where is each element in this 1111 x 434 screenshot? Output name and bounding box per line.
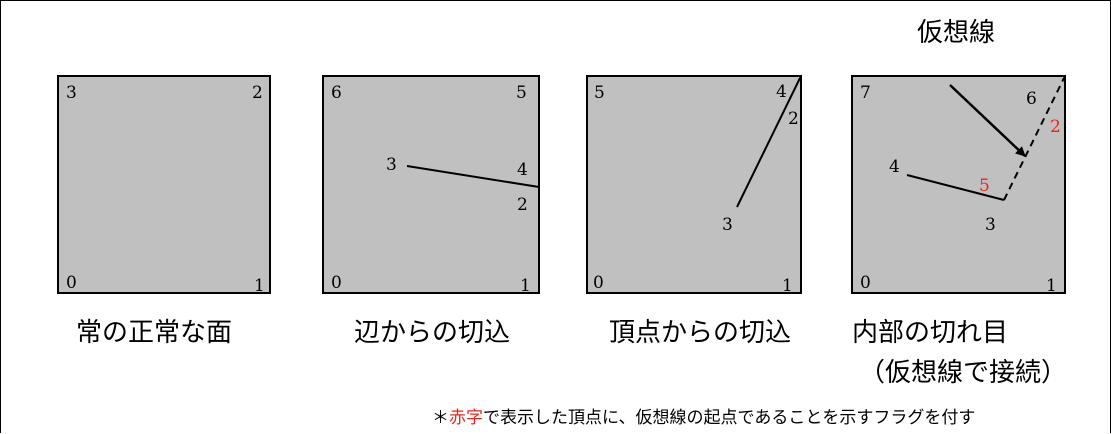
footnote-text: で表示した頂点に、仮想線の起点であることを示すフラグを付す: [483, 408, 976, 428]
vertex-label-tl: 3: [66, 83, 77, 103]
panel-caption: 常の正常な面: [76, 318, 233, 348]
face-square: [586, 75, 802, 294]
vertex-label-br: 1: [1046, 276, 1057, 296]
flagged-vertex-label: 2: [1050, 117, 1061, 137]
panel-internal-cut: 7 6 0 1 4 3 5 2: [851, 75, 1066, 296]
cut-line: [406, 165, 540, 188]
vertex-label-tl: 6: [331, 83, 342, 103]
panel-vertex-cut: 5 4 0 1 2 3: [586, 75, 802, 296]
vertex-label-tl: 5: [594, 83, 605, 103]
panel-normal-face: 3 2 0 1: [57, 75, 271, 296]
vertex-label-br: 1: [520, 276, 531, 296]
panel-edge-cut: 6 5 0 1 3 4 2: [322, 75, 540, 296]
cut-vertex-label: 4: [517, 160, 528, 180]
panel-caption: 頂点からの切込: [609, 318, 792, 348]
cut-vertex-label: 3: [722, 215, 733, 235]
cut-line: [736, 75, 802, 208]
cut-vertex-label: 3: [985, 215, 996, 235]
vertex-label-tr: 4: [776, 82, 787, 102]
flagged-vertex-label: 5: [979, 176, 990, 196]
vertex-label-bl: 0: [593, 273, 604, 293]
vertex-label-tr: 2: [252, 83, 263, 103]
panel-caption-sub: （仮想線で接続）: [859, 358, 1068, 388]
panel-caption: 内部の切れ目: [852, 318, 1009, 348]
callout-arrow: [949, 84, 1026, 157]
footnote-highlight: 赤字: [449, 408, 483, 428]
face-square: [57, 75, 271, 294]
vertex-label-tl: 7: [860, 83, 871, 103]
cut-vertex-label: 4: [889, 157, 900, 177]
footnote: ＊赤字で表示した頂点に、仮想線の起点であることを示すフラグを付す: [432, 403, 975, 428]
vertex-label-tr: 5: [516, 83, 527, 103]
callout-label: 仮想線: [917, 18, 996, 48]
face-square: [851, 75, 1066, 294]
vertex-label-br: 1: [254, 276, 265, 296]
vertex-label-tr: 6: [1026, 89, 1037, 109]
cut-vertex-label: 2: [517, 195, 528, 215]
vertex-label-bl: 0: [860, 273, 871, 293]
cut-vertex-label: 3: [386, 155, 397, 175]
cut-vertex-label: 2: [788, 109, 799, 129]
panel-caption: 辺からの切込: [354, 318, 511, 348]
face-square: [322, 75, 540, 294]
footnote-prefix: ＊: [432, 408, 449, 428]
vertex-label-br: 1: [782, 276, 793, 296]
vertex-label-bl: 0: [66, 273, 77, 293]
vertex-label-bl: 0: [331, 273, 342, 293]
cut-line: [906, 174, 1005, 201]
